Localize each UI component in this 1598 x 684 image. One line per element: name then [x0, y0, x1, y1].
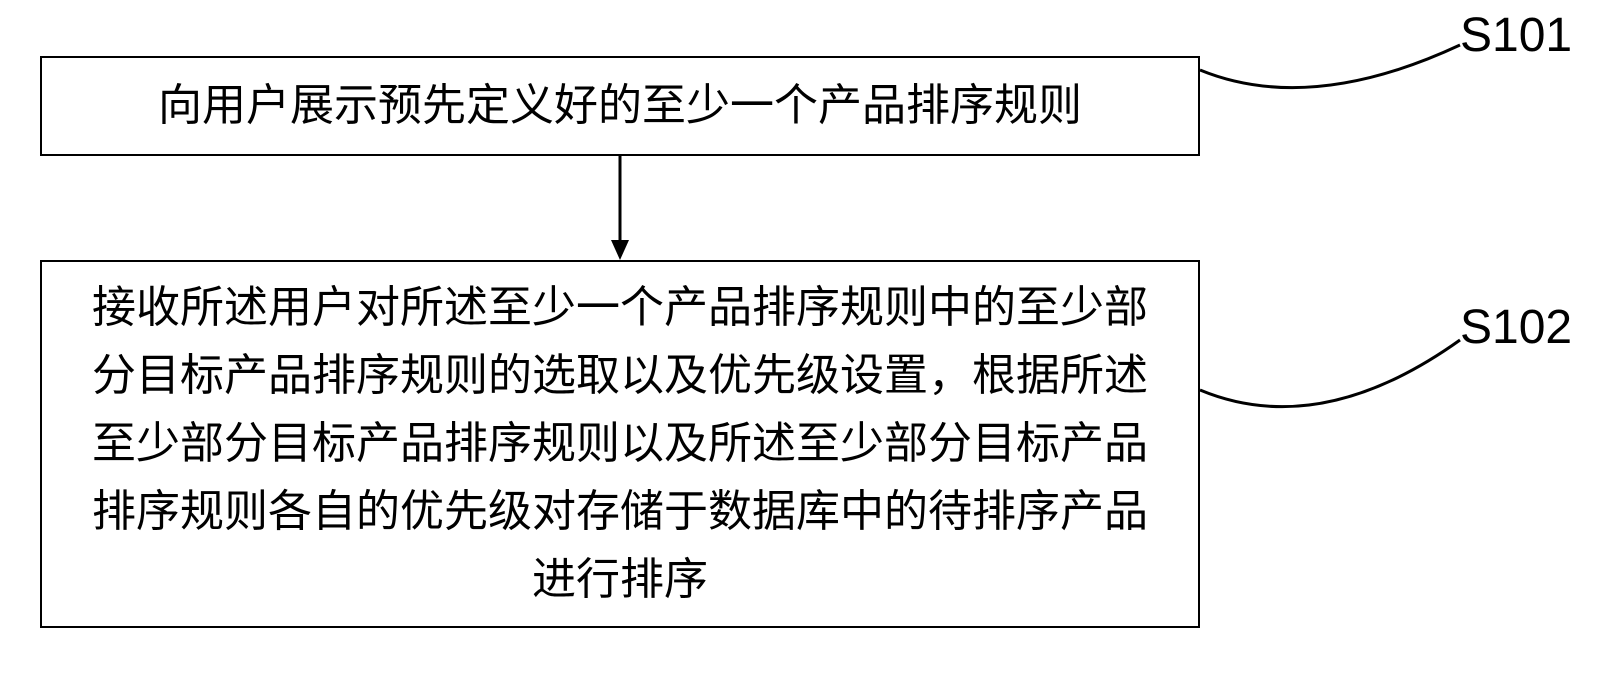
step-s101-text: 向用户展示预先定义好的至少一个产品排序规则	[158, 72, 1082, 140]
callout-connector-s101	[1180, 20, 1480, 110]
flowchart-step-s101: 向用户展示预先定义好的至少一个产品排序规则	[40, 56, 1200, 156]
flowchart-container: 向用户展示预先定义好的至少一个产品排序规则 S101 接收所述用户对所述至少一个…	[0, 0, 1598, 684]
step-s102-text: 接收所述用户对所述至少一个产品排序规则中的至少部分目标产品排序规则的选取以及优先…	[72, 274, 1168, 615]
flowchart-arrow	[608, 156, 632, 260]
step-label-s102: S102	[1460, 300, 1572, 355]
callout-connector-s102	[1180, 310, 1480, 430]
flowchart-step-s102: 接收所述用户对所述至少一个产品排序规则中的至少部分目标产品排序规则的选取以及优先…	[40, 260, 1200, 628]
step-label-s101: S101	[1460, 8, 1572, 63]
